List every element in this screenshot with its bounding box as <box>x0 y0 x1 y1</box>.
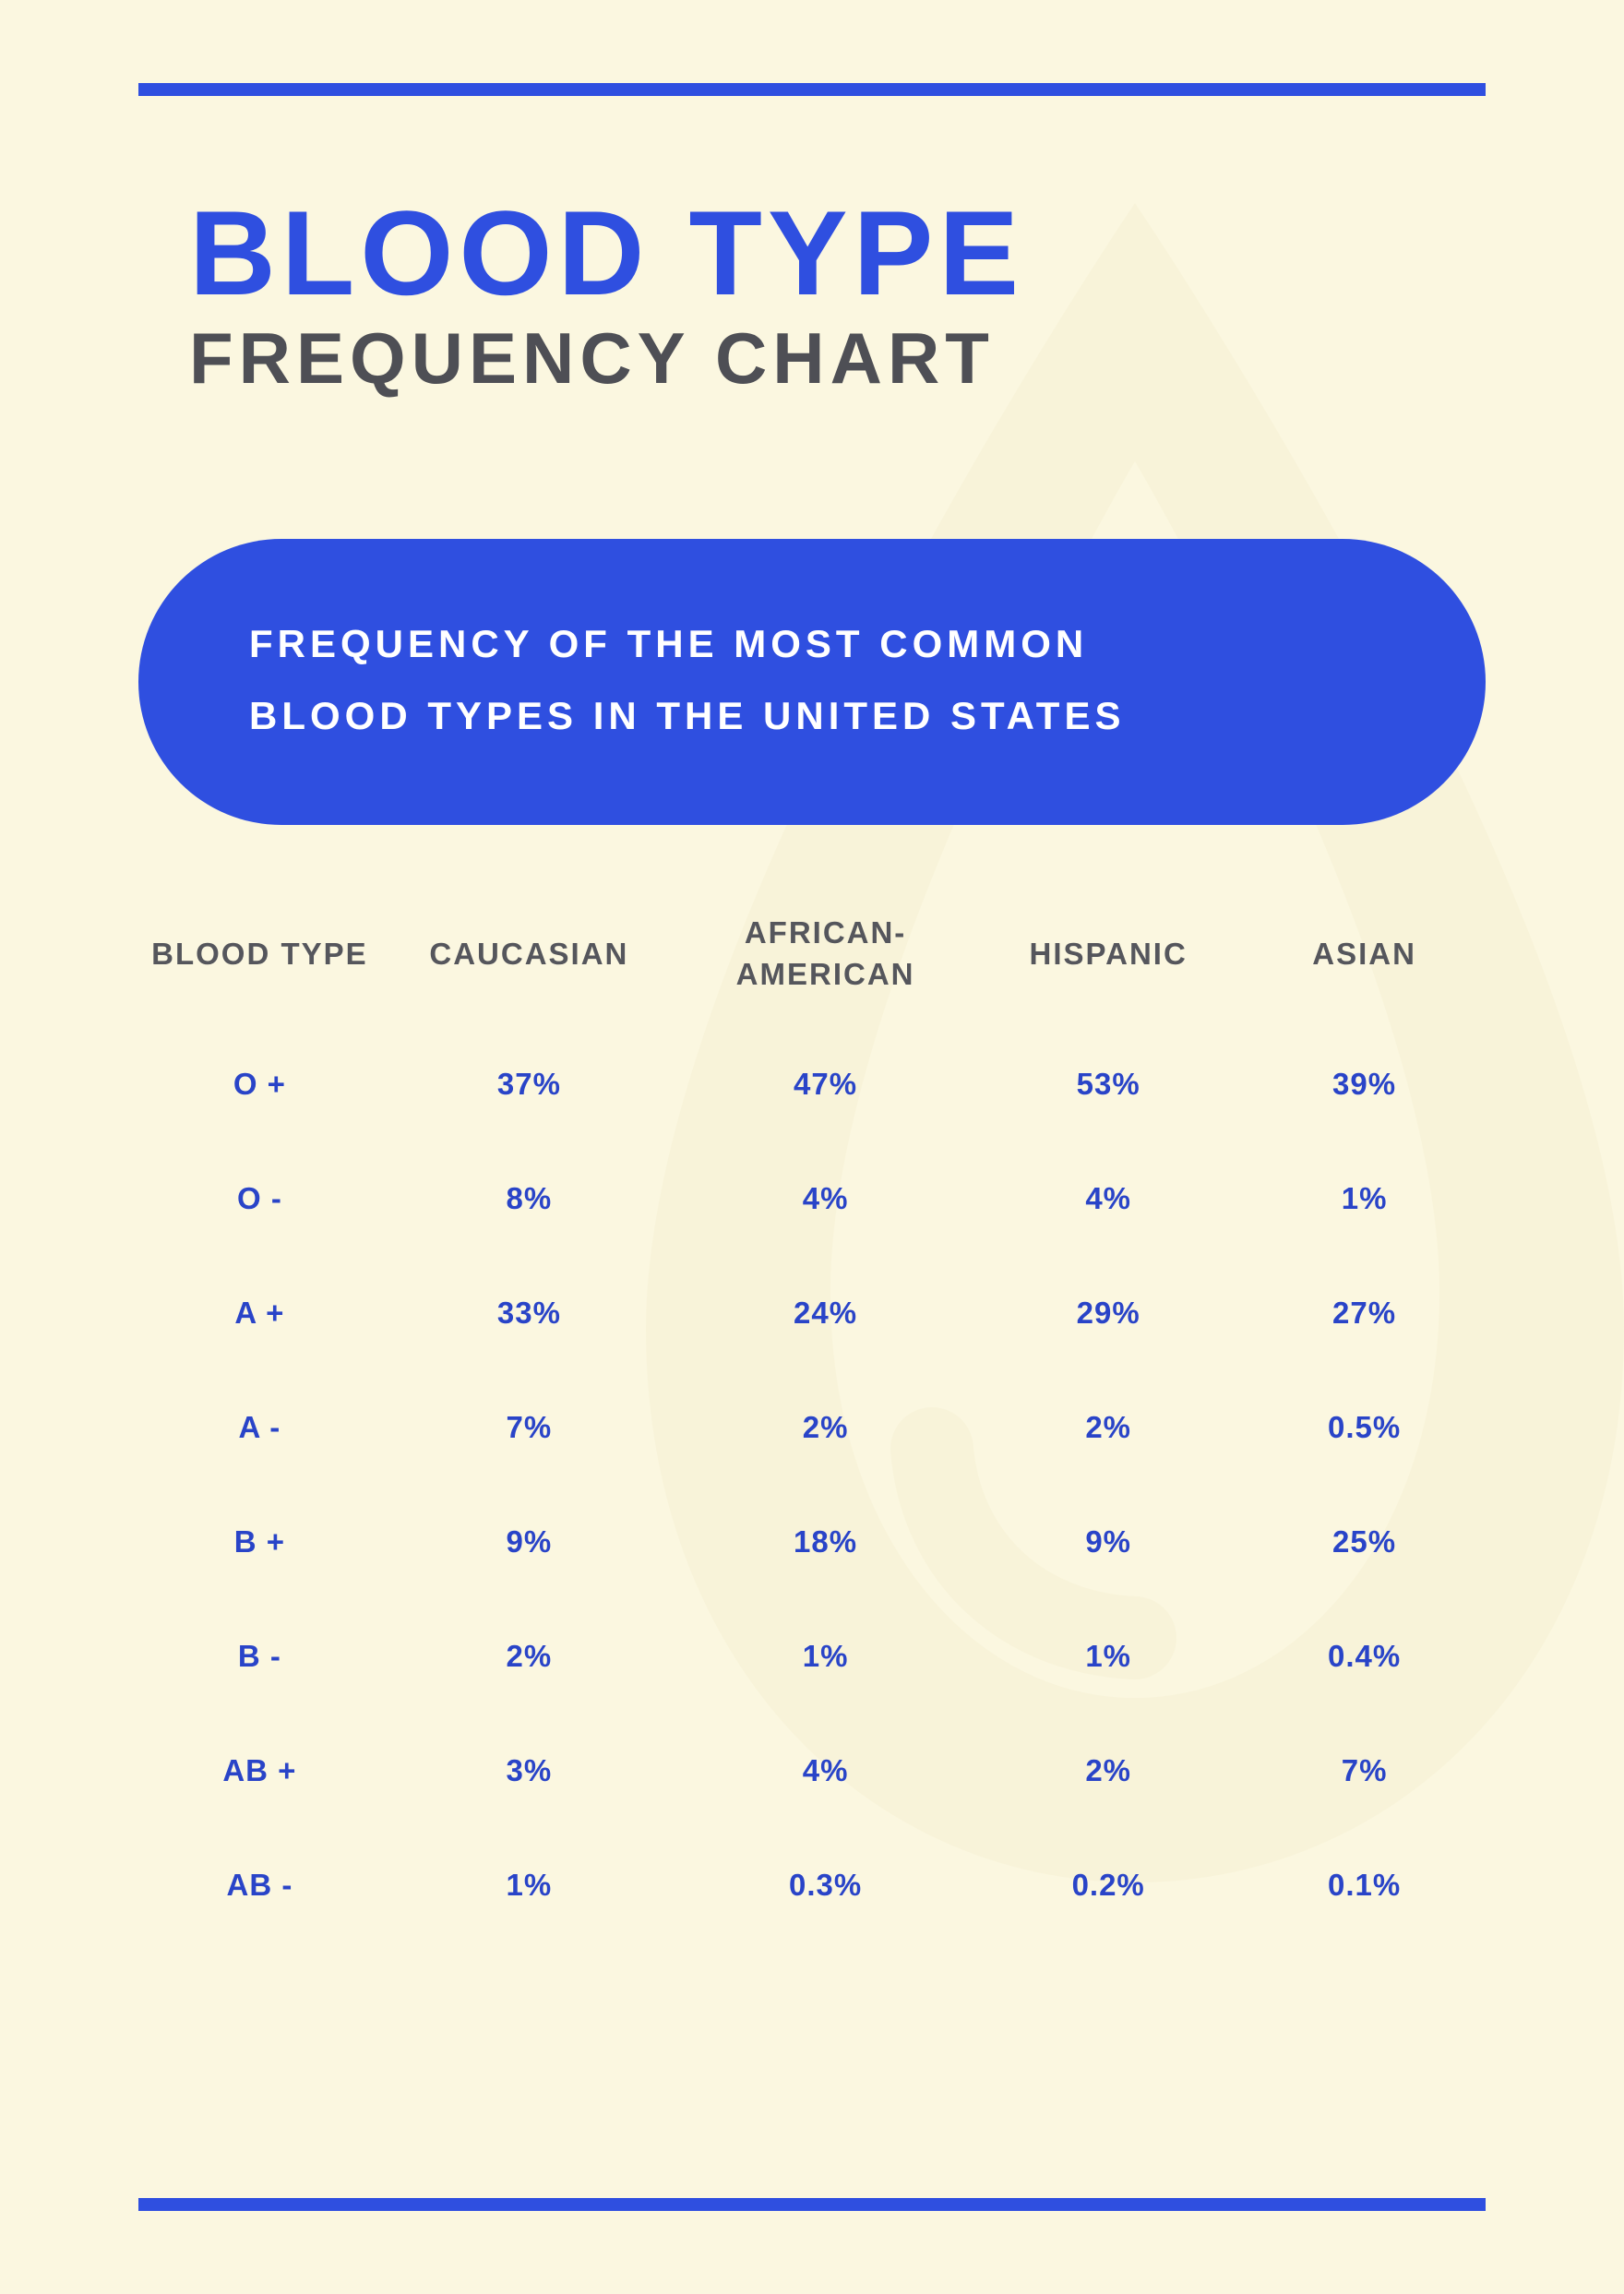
col-header-caucasian: CAUCASIAN <box>381 894 677 1027</box>
cell-value: 2% <box>677 1370 973 1485</box>
table-row: B + 9% 18% 9% 25% <box>138 1485 1486 1599</box>
cell-value: 2% <box>973 1370 1243 1485</box>
col-header-blood-type: BLOOD TYPE <box>138 894 381 1027</box>
table-row: O + 37% 47% 53% 39% <box>138 1027 1486 1141</box>
cell-value: 27% <box>1243 1256 1486 1370</box>
table-body: O + 37% 47% 53% 39% O - 8% 4% 4% 1% A + … <box>138 1027 1486 1942</box>
table-header-row: BLOOD TYPE CAUCASIAN AFRICAN-AMERICAN HI… <box>138 894 1486 1027</box>
pill-line-1: FREQUENCY OF THE MOST COMMON <box>249 608 1375 680</box>
cell-value: 0.1% <box>1243 1828 1486 1942</box>
cell-value: 4% <box>677 1141 973 1256</box>
cell-value: 53% <box>973 1027 1243 1141</box>
page: BLOOD TYPE FREQUENCY CHART FREQUENCY OF … <box>0 0 1624 2294</box>
cell-value: 1% <box>381 1828 677 1942</box>
cell-value: 25% <box>1243 1485 1486 1599</box>
col-header-asian: ASIAN <box>1243 894 1486 1027</box>
cell-blood-type: A + <box>138 1256 381 1370</box>
frequency-table: BLOOD TYPE CAUCASIAN AFRICAN-AMERICAN HI… <box>138 894 1486 1942</box>
table-row: AB + 3% 4% 2% 7% <box>138 1714 1486 1828</box>
cell-blood-type: O - <box>138 1141 381 1256</box>
cell-value: 29% <box>973 1256 1243 1370</box>
cell-value: 9% <box>381 1485 677 1599</box>
main-title: BLOOD TYPE <box>189 184 1486 322</box>
cell-value: 33% <box>381 1256 677 1370</box>
cell-value: 4% <box>677 1714 973 1828</box>
cell-value: 7% <box>381 1370 677 1485</box>
pill-line-2: BLOOD TYPES IN THE UNITED STATES <box>249 680 1375 752</box>
table-row: A - 7% 2% 2% 0.5% <box>138 1370 1486 1485</box>
cell-value: 37% <box>381 1027 677 1141</box>
cell-value: 24% <box>677 1256 973 1370</box>
cell-blood-type: B + <box>138 1485 381 1599</box>
main-subtitle: FREQUENCY CHART <box>189 317 1486 400</box>
title-block: BLOOD TYPE FREQUENCY CHART <box>189 184 1486 400</box>
cell-value: 7% <box>1243 1714 1486 1828</box>
table-row: A + 33% 24% 29% 27% <box>138 1256 1486 1370</box>
data-table: BLOOD TYPE CAUCASIAN AFRICAN-AMERICAN HI… <box>138 894 1486 1942</box>
cell-value: 0.2% <box>973 1828 1243 1942</box>
cell-value: 4% <box>973 1141 1243 1256</box>
table-header: BLOOD TYPE CAUCASIAN AFRICAN-AMERICAN HI… <box>138 894 1486 1027</box>
cell-blood-type: O + <box>138 1027 381 1141</box>
cell-value: 3% <box>381 1714 677 1828</box>
bottom-accent-bar <box>138 2198 1486 2211</box>
cell-value: 8% <box>381 1141 677 1256</box>
cell-blood-type: B - <box>138 1599 381 1714</box>
cell-value: 2% <box>973 1714 1243 1828</box>
cell-value: 0.4% <box>1243 1599 1486 1714</box>
cell-value: 39% <box>1243 1027 1486 1141</box>
cell-blood-type: A - <box>138 1370 381 1485</box>
table-row: AB - 1% 0.3% 0.2% 0.1% <box>138 1828 1486 1942</box>
col-header-african-american: AFRICAN-AMERICAN <box>677 894 973 1027</box>
cell-value: 1% <box>1243 1141 1486 1256</box>
table-row: O - 8% 4% 4% 1% <box>138 1141 1486 1256</box>
cell-value: 47% <box>677 1027 973 1141</box>
col-header-hispanic: HISPANIC <box>973 894 1243 1027</box>
cell-blood-type: AB + <box>138 1714 381 1828</box>
cell-value: 1% <box>973 1599 1243 1714</box>
top-accent-bar <box>138 83 1486 96</box>
cell-value: 18% <box>677 1485 973 1599</box>
description-pill: FREQUENCY OF THE MOST COMMON BLOOD TYPES… <box>138 539 1486 825</box>
cell-blood-type: AB - <box>138 1828 381 1942</box>
cell-value: 0.5% <box>1243 1370 1486 1485</box>
cell-value: 1% <box>677 1599 973 1714</box>
cell-value: 2% <box>381 1599 677 1714</box>
cell-value: 0.3% <box>677 1828 973 1942</box>
table-row: B - 2% 1% 1% 0.4% <box>138 1599 1486 1714</box>
cell-value: 9% <box>973 1485 1243 1599</box>
